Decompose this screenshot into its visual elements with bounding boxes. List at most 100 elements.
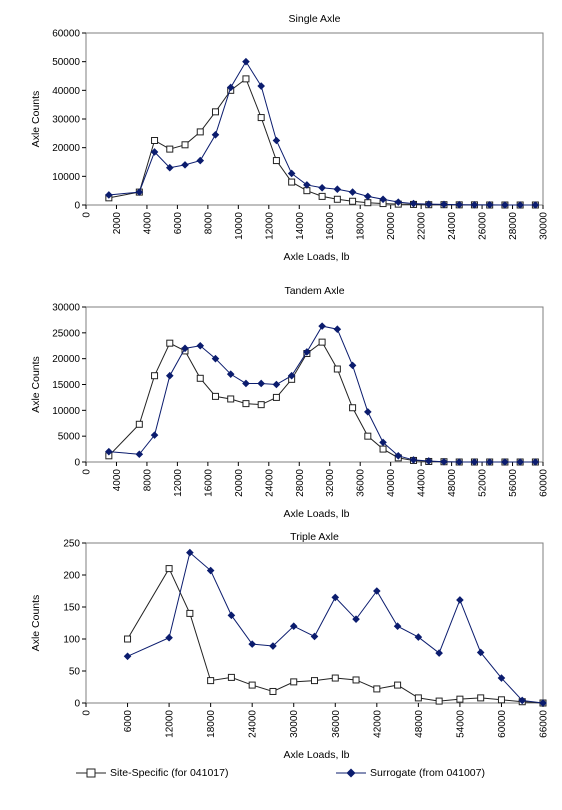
x-tick-label: 12000 — [264, 212, 275, 240]
y-tick-label: 15000 — [52, 380, 80, 391]
x-tick-label: 48000 — [447, 469, 458, 497]
data-point-surrogate — [497, 674, 506, 682]
x-tick-label: 14000 — [295, 212, 306, 240]
data-point-surrogate — [181, 344, 189, 353]
data-point-site-specific — [477, 694, 485, 702]
y-tick-label: 20000 — [52, 354, 80, 365]
data-point-site-specific — [151, 372, 159, 380]
data-point-surrogate — [226, 370, 235, 378]
x-tick-label: 8000 — [142, 469, 153, 492]
x-tick-label: 24000 — [264, 469, 275, 497]
data-point-surrogate — [393, 622, 402, 630]
data-point-surrogate — [150, 148, 159, 156]
data-point-site-specific — [248, 681, 256, 689]
data-point-surrogate — [424, 200, 433, 208]
y-tick-label: 50 — [69, 667, 81, 678]
y-axis-title: Axle Counts — [30, 91, 42, 148]
data-point-surrogate — [165, 371, 174, 380]
data-point-site-specific — [373, 685, 381, 693]
data-point-surrogate — [440, 457, 448, 466]
data-point-surrogate — [105, 191, 113, 199]
data-point-site-specific — [364, 432, 372, 440]
data-point-surrogate — [186, 548, 194, 557]
data-point-site-specific — [124, 635, 132, 643]
data-point-surrogate — [287, 371, 296, 380]
data-point-surrogate — [501, 458, 509, 466]
data-point-surrogate — [455, 200, 464, 209]
x-tick-label: 6000 — [173, 212, 184, 235]
x-tick-label: 2000 — [112, 212, 123, 235]
data-point-surrogate — [287, 169, 296, 178]
data-point-surrogate — [310, 632, 319, 641]
chart-title: Single Axle — [289, 13, 341, 25]
data-point-site-specific — [311, 677, 318, 685]
chart-title: Triple Axle — [290, 531, 339, 543]
y-tick-label: 50000 — [52, 57, 80, 68]
data-point-site-specific — [435, 697, 443, 705]
data-point-surrogate — [516, 458, 524, 466]
data-point-site-specific — [211, 108, 219, 116]
data-point-site-specific — [196, 374, 204, 382]
plot-area — [85, 32, 544, 206]
y-tick-label: 5000 — [58, 432, 81, 443]
data-point-surrogate — [211, 354, 220, 363]
data-point-surrogate — [516, 201, 524, 209]
series-line-surrogate — [108, 325, 536, 463]
data-point-site-specific — [181, 141, 189, 149]
data-point-site-specific — [331, 674, 339, 682]
data-point-site-specific — [414, 694, 422, 702]
legend-site-specific: Site-Specific (for 041017) — [76, 767, 228, 779]
x-tick-label: 56000 — [508, 469, 519, 497]
y-tick-label: 20000 — [52, 143, 80, 154]
x-tick-label: 18000 — [356, 212, 367, 240]
data-point-site-specific — [186, 609, 194, 617]
y-tick-label: 0 — [74, 458, 80, 469]
x-tick-label: 16000 — [325, 212, 336, 240]
data-point-surrogate — [456, 596, 464, 604]
series-line-surrogate — [108, 60, 536, 206]
data-point-surrogate — [379, 438, 387, 447]
data-point-surrogate — [440, 200, 448, 209]
data-point-site-specific — [227, 673, 235, 681]
data-point-surrogate — [333, 325, 342, 334]
data-point-site-specific — [349, 404, 357, 412]
y-axis-title: Axle Counts — [30, 595, 42, 652]
legend-surrogate: Surrogate (from 041007) — [336, 767, 485, 779]
data-point-site-specific — [272, 393, 280, 401]
data-point-surrogate — [289, 622, 298, 630]
data-point-surrogate — [470, 201, 479, 209]
data-point-site-specific — [272, 157, 280, 165]
data-point-surrogate — [435, 649, 443, 657]
data-point-surrogate — [501, 201, 509, 209]
data-point-site-specific — [227, 395, 235, 403]
data-point-surrogate — [272, 380, 281, 389]
y-tick-label: 30000 — [52, 303, 80, 314]
data-point-surrogate — [226, 83, 235, 92]
chart-2: Tandem Axle 0 5000 10000 15000 20000 25000 3000… — [30, 285, 550, 520]
data-point-site-specific — [352, 676, 360, 684]
x-tick-label: 0 — [82, 212, 93, 218]
series-line-site-specific — [127, 567, 544, 704]
data-point-site-specific — [318, 338, 326, 346]
x-tick-label: 16000 — [203, 469, 214, 497]
x-tick-label: 4000 — [142, 212, 153, 235]
data-point-surrogate — [242, 57, 250, 66]
x-tick-label: 0 — [82, 710, 93, 716]
data-point-surrogate — [165, 633, 173, 642]
y-tick-label: 10000 — [52, 172, 80, 183]
data-point-surrogate — [409, 199, 418, 208]
x-tick-label: 4000 — [112, 469, 123, 492]
data-point-site-specific — [242, 75, 250, 83]
data-point-surrogate — [331, 593, 340, 602]
x-axis-title: Axle Loads, lb — [284, 749, 350, 761]
y-tick-label: 25000 — [52, 328, 80, 339]
legend-label-surrogate: Surrogate (from 041007) — [370, 767, 485, 779]
data-point-surrogate — [196, 156, 205, 165]
data-point-surrogate — [409, 456, 418, 464]
x-tick-label: 30000 — [289, 710, 300, 738]
series-line-site-specific — [108, 341, 536, 463]
x-tick-label: 18000 — [206, 710, 217, 738]
x-tick-label: 20000 — [234, 469, 245, 497]
data-point-site-specific — [207, 677, 215, 685]
data-point-surrogate — [485, 201, 494, 209]
